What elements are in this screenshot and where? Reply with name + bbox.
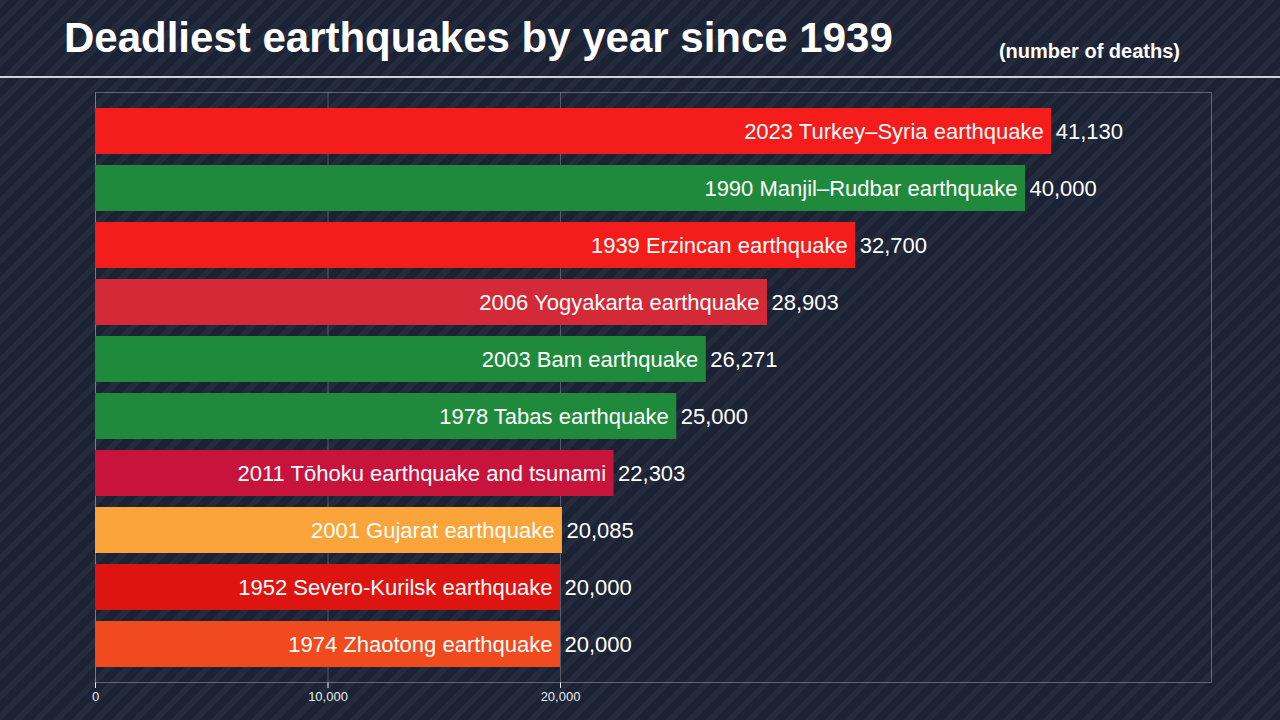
- svg-text:2001 Gujarat earthquake: 2001 Gujarat earthquake: [311, 518, 554, 543]
- svg-text:32,700: 32,700: [860, 233, 927, 258]
- svg-text:26,271: 26,271: [710, 347, 777, 372]
- svg-text:41,130: 41,130: [1056, 119, 1123, 144]
- svg-text:40,000: 40,000: [1030, 176, 1097, 201]
- svg-text:20,000: 20,000: [541, 689, 581, 704]
- svg-text:28,903: 28,903: [771, 290, 838, 315]
- svg-text:10,000: 10,000: [308, 689, 348, 704]
- svg-text:2023 Turkey–Syria earthquake: 2023 Turkey–Syria earthquake: [744, 119, 1044, 144]
- html-text:(number of deaths): (number of deaths): [998, 40, 1180, 62]
- svg-text:1974 Zhaotong earthquake: 1974 Zhaotong earthquake: [288, 632, 552, 657]
- svg-text:2003 Bam earthquake: 2003 Bam earthquake: [482, 347, 699, 372]
- svg-text:1990 Manjil–Rudbar earthquake: 1990 Manjil–Rudbar earthquake: [704, 176, 1017, 201]
- svg-text:20,000: 20,000: [565, 632, 632, 657]
- svg-text:2006 Yogyakarta earthquake: 2006 Yogyakarta earthquake: [479, 290, 759, 315]
- svg-text:1939 Erzincan earthquake: 1939 Erzincan earthquake: [591, 233, 848, 258]
- svg-text:20,000: 20,000: [565, 575, 632, 600]
- svg-text:0: 0: [92, 689, 99, 704]
- svg-text:1978 Tabas earthquake: 1978 Tabas earthquake: [439, 404, 669, 429]
- svg-text:25,000: 25,000: [681, 404, 748, 429]
- html-text:Deadliest earthquakes by year: Deadliest earthquakes by year since 1939: [64, 14, 893, 61]
- svg-text:1952 Severo-Kurilsk earthquake: 1952 Severo-Kurilsk earthquake: [238, 575, 552, 600]
- svg-text:20,085: 20,085: [566, 518, 633, 543]
- svg-text:2011 Tōhoku earthquake and tsu: 2011 Tōhoku earthquake and tsunami: [237, 461, 606, 486]
- svg-text:22,303: 22,303: [618, 461, 685, 486]
